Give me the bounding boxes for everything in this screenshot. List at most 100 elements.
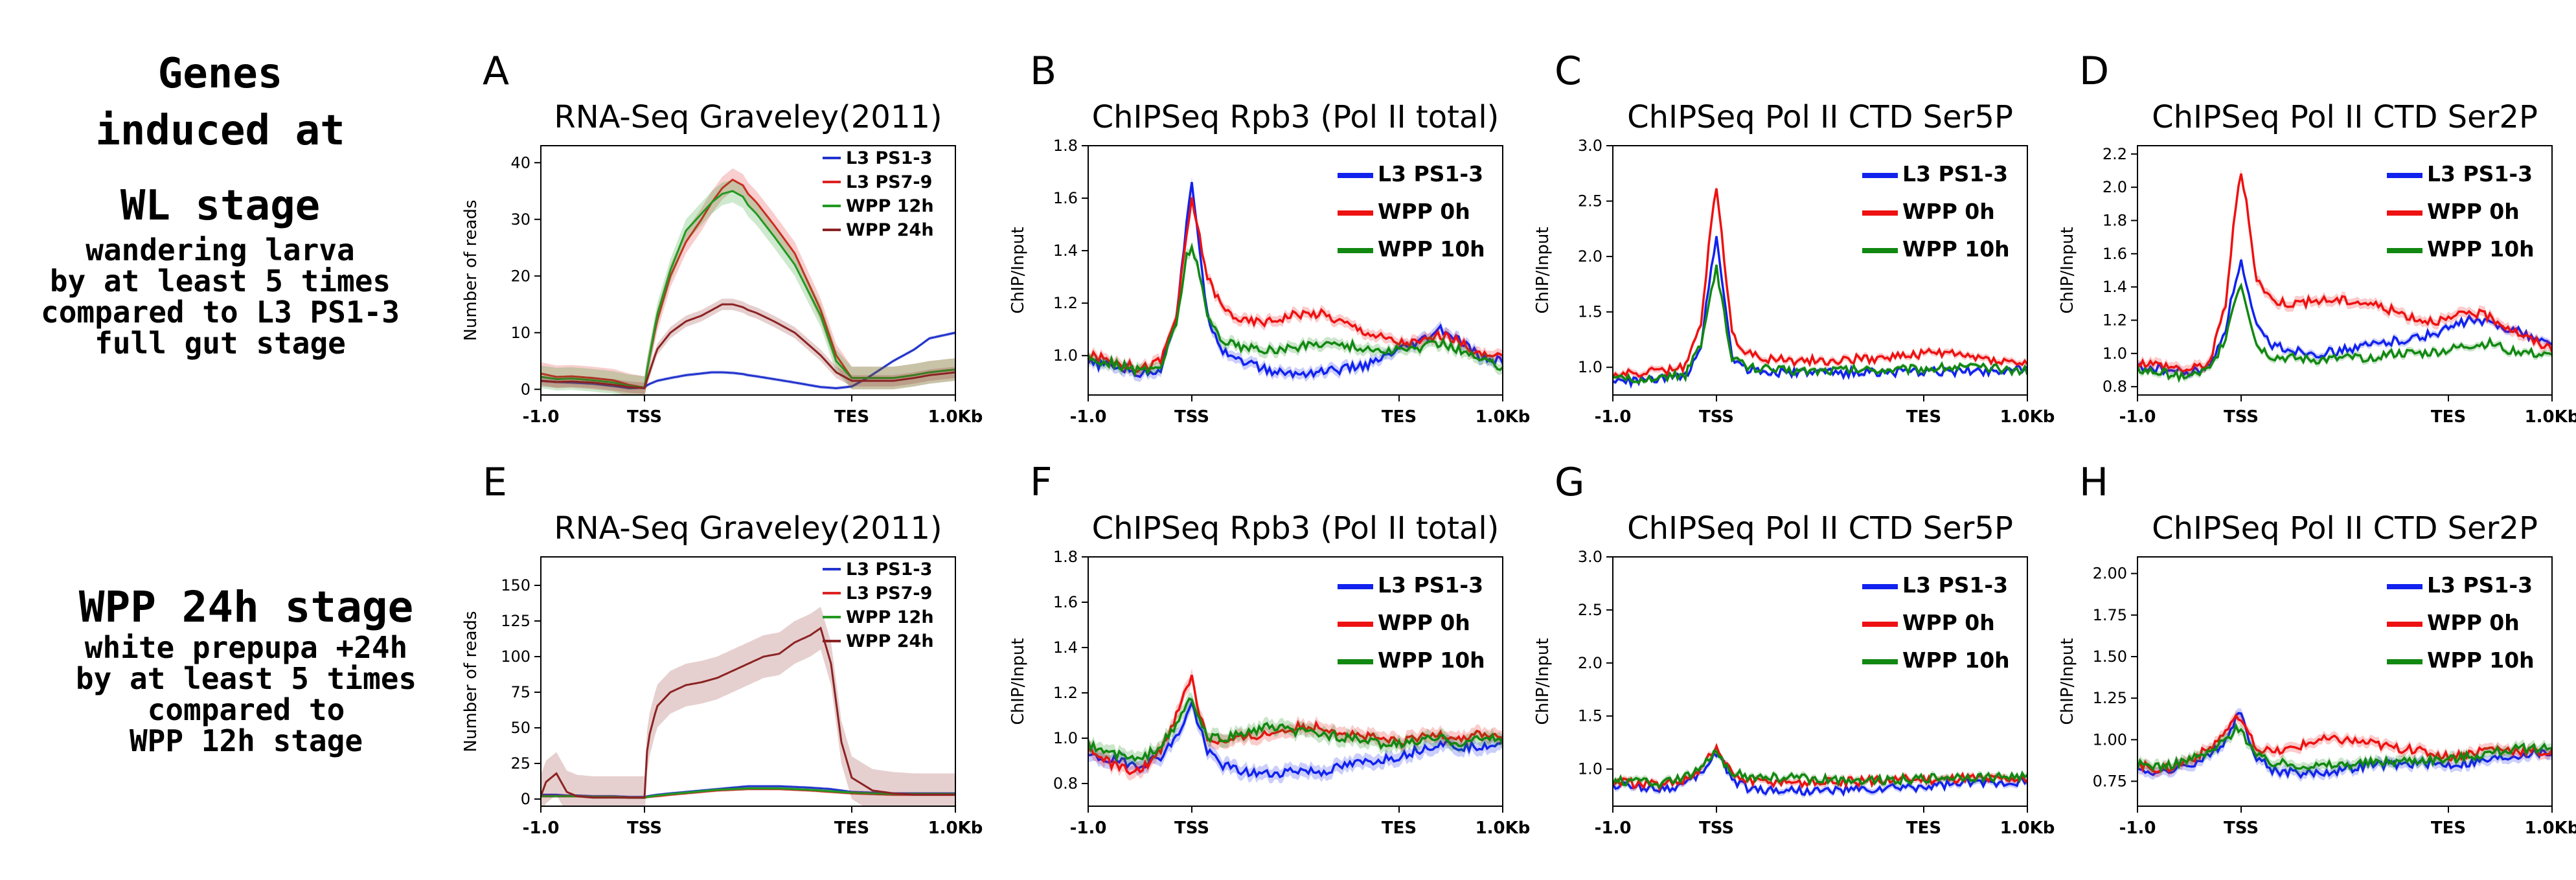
plot-area — [1613, 743, 2027, 798]
row-label-subline: wandering larva — [85, 232, 355, 267]
y-axis-label: Number of reads — [461, 611, 481, 752]
series-band — [1088, 692, 1503, 767]
panel-letter: A — [483, 49, 509, 94]
legend-entry: WPP 24h — [846, 220, 934, 240]
y-tick-label: 1.8 — [1053, 548, 1078, 566]
x-tick-label: 1.0Kb — [1476, 818, 1531, 838]
x-tick-label: TES — [1382, 818, 1417, 838]
row-label-subline: compared to — [147, 692, 345, 727]
series-band — [2137, 721, 2552, 775]
x-tick-label: 1.0Kb — [928, 818, 983, 838]
y-tick-label: 1.0 — [1053, 729, 1078, 747]
y-tick-label: 1.8 — [1053, 137, 1078, 155]
y-tick-label: 1.2 — [1053, 294, 1078, 312]
x-tick-label: -1.0 — [1595, 407, 1632, 427]
y-tick-label: 1.4 — [2103, 278, 2127, 296]
legend-entry: L3 PS1-3 — [1378, 161, 1483, 186]
y-tick-label: 1.75 — [2093, 606, 2127, 624]
y-tick-label: 2.5 — [1578, 601, 1602, 619]
y-tick-label: 150 — [501, 576, 530, 594]
legend-entry: L3 PS1-3 — [846, 559, 932, 580]
y-tick-label: 1.00 — [2093, 730, 2127, 749]
legend-entry: WPP 10h — [1902, 648, 2010, 673]
y-tick-label: 2.5 — [1578, 192, 1602, 210]
y-tick-label: 2.0 — [1578, 654, 1602, 672]
chart-panel-b: B ChIPSeq Rpb3 (Pol II total) ChIP/Input 1.… — [1009, 49, 1530, 427]
series-line — [541, 303, 955, 390]
plot-area — [541, 168, 955, 395]
legend-entry: L3 PS1-3 — [2427, 161, 2533, 186]
series-line — [2137, 282, 2552, 383]
plot-frame — [540, 556, 956, 807]
legend-entry: WPP 10h — [1902, 236, 2010, 262]
series-line — [1613, 750, 2027, 797]
panel-letter: C — [1555, 49, 1582, 94]
x-tick-label: TSS — [1699, 818, 1734, 838]
plot-frame — [2137, 145, 2553, 396]
row-label-subline: full gut stage — [95, 326, 346, 361]
y-tick-label: 40 — [510, 153, 530, 172]
y-axis-label: ChIP/Input — [1009, 227, 1028, 313]
legend-entry: L3 PS7-9 — [846, 172, 932, 192]
x-tick-label: TSS — [2224, 818, 2259, 838]
row-label-subline: by at least 5 times — [49, 264, 391, 299]
plot-frame — [1088, 145, 1503, 396]
legend-entry: L3 PS1-3 — [1378, 572, 1483, 598]
row-label-wpp24h-stage: WPP 24h stage white prepupa +24h by at l… — [13, 583, 479, 757]
chart-title: ChIPSeq Pol II CTD Ser2P — [2152, 99, 2538, 135]
legend-entry: WPP 12h — [846, 196, 934, 216]
chart-title: ChIPSeq Rpb3 (Pol II total) — [1092, 99, 1499, 135]
series-line — [1613, 743, 2027, 792]
y-tick-label: 1.6 — [1053, 593, 1078, 611]
legend-entry: WPP 0h — [1378, 199, 1470, 224]
y-tick-label: 0 — [521, 790, 530, 808]
row-label-subline: compared to L3 PS1-3 — [41, 295, 400, 330]
y-tick-label: 20 — [510, 267, 530, 285]
chart-title: RNA-Seq Graveley(2011) — [554, 510, 942, 547]
x-tick-label: 1.0Kb — [1476, 407, 1531, 427]
y-tick-label: 1.50 — [2093, 648, 2127, 666]
y-tick-label: 1.4 — [1053, 242, 1078, 260]
y-tick-label: 1.5 — [1578, 303, 1602, 321]
panel-letter: H — [2079, 460, 2108, 505]
y-axis-label: ChIP/Input — [1009, 638, 1028, 725]
y-axis-label: ChIP/Input — [1533, 227, 1553, 313]
chart-panel-e: E RNA-Seq Graveley(2011) Number of reads 0 2… — [461, 460, 983, 838]
y-tick-label: 1.0 — [1578, 358, 1602, 376]
x-tick-label: TES — [1906, 407, 1941, 427]
panel-letter: E — [483, 460, 507, 505]
x-tick-label: 1.0Kb — [2525, 818, 2576, 838]
series-band — [1088, 242, 1503, 379]
series-line — [1613, 264, 2027, 385]
plot-frame — [1612, 556, 2028, 807]
y-tick-label: 2.2 — [2103, 145, 2127, 163]
chart-panel-g: G ChIPSeq Pol II CTD Ser5P ChIP/Input 1.0 1.… — [1533, 460, 2055, 838]
plot-area — [1088, 177, 1503, 382]
panel-letter: G — [1555, 460, 1585, 505]
series-line — [2137, 173, 2552, 372]
x-tick-label: TSS — [1699, 407, 1734, 427]
x-tick-label: -1.0 — [2119, 407, 2156, 427]
plot-area — [1088, 668, 1503, 784]
chart-panel-h: H ChIPSeq Pol II CTD Ser2P ChIP/Input 0.75 1… — [2058, 460, 2576, 838]
x-tick-label: -1.0 — [2119, 818, 2156, 838]
plot-frame — [2137, 556, 2553, 807]
legend-entry: L3 PS1-3 — [2427, 572, 2533, 598]
y-tick-label: 1.25 — [2093, 689, 2127, 707]
chart-title: ChIPSeq Pol II CTD Ser5P — [1627, 99, 2013, 135]
y-tick-label: 2.00 — [2093, 565, 2127, 583]
y-tick-label: 1.0 — [2103, 344, 2127, 363]
plot-frame — [1612, 145, 2028, 396]
series-band — [541, 168, 955, 395]
row-label-subline: white prepupa +24h — [84, 630, 408, 665]
y-tick-label: 3.0 — [1578, 137, 1602, 155]
series-line — [1088, 197, 1503, 374]
row-label-subline: by at least 5 times — [75, 661, 417, 696]
x-tick-label: -1.0 — [523, 818, 560, 838]
legend-entry: WPP 10h — [1378, 236, 1485, 262]
y-axis-label: ChIP/Input — [1533, 638, 1553, 725]
panel-letter: F — [1030, 460, 1053, 505]
series-band — [541, 299, 955, 394]
series-line — [1613, 188, 2027, 379]
